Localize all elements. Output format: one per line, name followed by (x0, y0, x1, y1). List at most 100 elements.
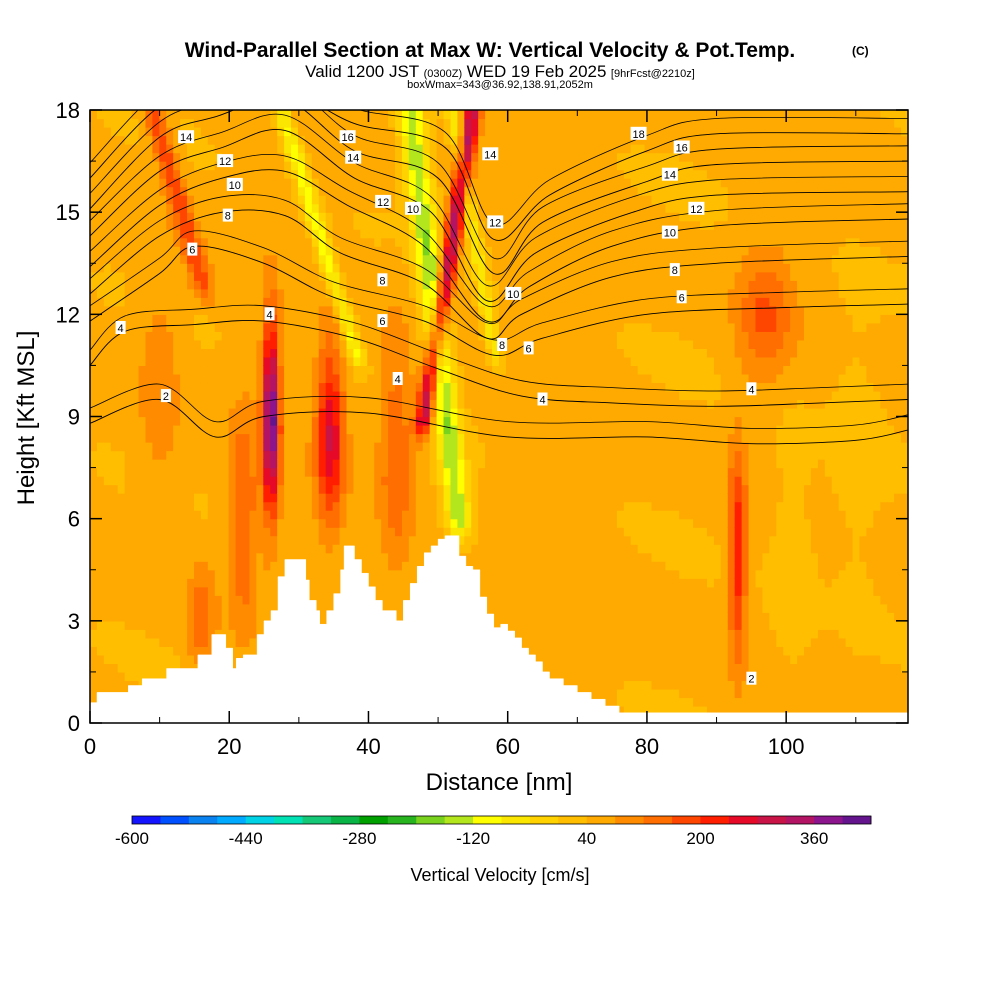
velocity-cell (90, 688, 98, 699)
velocity-cell (110, 501, 119, 511)
velocity-cell (173, 535, 181, 545)
velocity-cell (131, 195, 140, 205)
velocity-cell (304, 237, 313, 247)
velocity-cell (533, 229, 542, 239)
velocity-cell (152, 195, 160, 205)
velocity-cell (388, 178, 396, 188)
velocity-cell (464, 527, 472, 537)
velocity-cell (450, 356, 458, 367)
velocity-cell (277, 476, 285, 486)
velocity-cell (526, 561, 535, 571)
velocity-cell (291, 476, 299, 486)
velocity-cell (533, 535, 542, 545)
velocity-cell (124, 459, 133, 469)
velocity-cell (540, 203, 549, 213)
velocity-cell (540, 586, 549, 596)
velocity-cell (374, 501, 382, 511)
velocity-cell (540, 339, 549, 349)
velocity-cell (297, 203, 306, 213)
velocity-cell (221, 135, 230, 145)
velocity-cell (401, 220, 410, 230)
velocity-cell (193, 356, 202, 367)
velocity-cell (180, 620, 188, 630)
velocity-cell (505, 152, 514, 162)
velocity-cell (103, 654, 112, 664)
velocity-cell (311, 595, 320, 605)
velocity-cell (270, 212, 278, 222)
velocity-cell (464, 169, 472, 179)
velocity-cell (360, 425, 368, 435)
velocity-cell (332, 152, 341, 162)
velocity-cell (173, 450, 181, 460)
velocity-cell (90, 671, 98, 682)
velocity-cell (96, 476, 105, 486)
velocity-cell (360, 442, 368, 452)
velocity-cell (554, 535, 562, 545)
velocity-cell (533, 527, 542, 537)
velocity-cell (339, 263, 348, 273)
velocity-cell (388, 365, 396, 375)
velocity-cell (242, 459, 251, 469)
velocity-cell (256, 288, 264, 298)
velocity-cell (499, 271, 507, 281)
velocity-cell (381, 135, 389, 145)
velocity-cell (485, 569, 493, 579)
velocity-cell (284, 331, 292, 341)
velocity-cell (256, 169, 264, 179)
velocity-cell (381, 237, 389, 247)
velocity-cell (152, 110, 160, 120)
velocity-cell (242, 118, 251, 128)
velocity-cell (540, 178, 549, 188)
velocity-cell (284, 356, 292, 367)
velocity-cell (228, 382, 237, 392)
velocity-cell (214, 314, 223, 324)
velocity-cell (485, 271, 493, 281)
velocity-cell (297, 195, 306, 205)
velocity-cell (117, 263, 126, 273)
velocity-cell (166, 237, 174, 247)
velocity-cell (554, 399, 562, 409)
velocity-cell (228, 637, 237, 647)
velocity-cell (540, 407, 549, 418)
velocity-cell (374, 518, 382, 528)
velocity-cell (291, 254, 299, 264)
velocity-cell (353, 518, 361, 528)
velocity-cell (277, 416, 285, 426)
velocity-cell (110, 373, 119, 384)
velocity-cell (478, 339, 486, 349)
velocity-cell (256, 254, 264, 264)
velocity-cell (526, 459, 535, 469)
velocity-cell (228, 118, 237, 128)
velocity-cell (561, 603, 569, 613)
velocity-cell (131, 569, 140, 579)
velocity-cell (561, 535, 569, 545)
velocity-cell (117, 433, 126, 443)
velocity-cell (131, 110, 140, 120)
velocity-cell (325, 552, 334, 562)
velocity-cell (519, 382, 528, 392)
velocity-cell (499, 510, 507, 520)
velocity-cell (304, 552, 313, 562)
velocity-cell (346, 297, 355, 307)
velocity-cell (159, 110, 167, 120)
velocity-cell (117, 637, 126, 647)
velocity-cell (360, 390, 368, 401)
velocity-cell (381, 382, 389, 392)
velocity-cell (152, 467, 160, 477)
velocity-cell (110, 654, 119, 664)
velocity-cell (450, 518, 458, 528)
velocity-cell (159, 569, 167, 579)
velocity-cell (519, 527, 528, 537)
velocity-cell (492, 169, 500, 179)
velocity-cell (200, 373, 209, 384)
velocity-cell (124, 493, 133, 503)
velocity-cell (103, 484, 112, 494)
velocity-cell (561, 271, 569, 281)
velocity-cell (422, 459, 431, 469)
velocity-cell (561, 203, 569, 213)
velocity-cell (311, 169, 320, 179)
velocity-cell (152, 654, 160, 664)
velocity-cell (249, 305, 257, 315)
velocity-cell (297, 186, 306, 196)
velocity-cell (90, 135, 98, 145)
